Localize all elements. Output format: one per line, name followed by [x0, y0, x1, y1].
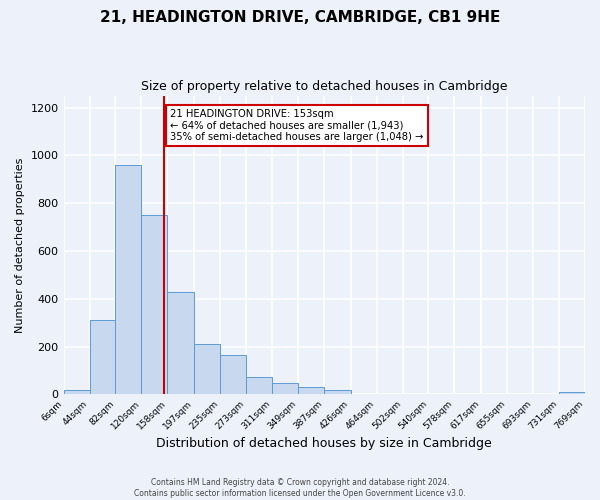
Y-axis label: Number of detached properties: Number of detached properties: [15, 158, 25, 332]
Bar: [89, 320, 115, 394]
Bar: [324, 390, 350, 394]
Bar: [298, 388, 324, 394]
Bar: [559, 392, 585, 394]
Text: 21, HEADINGTON DRIVE, CAMBRIDGE, CB1 9HE: 21, HEADINGTON DRIVE, CAMBRIDGE, CB1 9HE: [100, 10, 500, 25]
Text: Contains HM Land Registry data © Crown copyright and database right 2024.
Contai: Contains HM Land Registry data © Crown c…: [134, 478, 466, 498]
X-axis label: Distribution of detached houses by size in Cambridge: Distribution of detached houses by size …: [157, 437, 492, 450]
Bar: [194, 344, 220, 395]
Bar: [246, 376, 272, 394]
Text: 21 HEADINGTON DRIVE: 153sqm
← 64% of detached houses are smaller (1,943)
35% of : 21 HEADINGTON DRIVE: 153sqm ← 64% of det…: [170, 108, 424, 142]
Bar: [220, 355, 246, 395]
Bar: [167, 292, 194, 395]
Bar: [115, 165, 142, 394]
Bar: [64, 390, 89, 394]
Bar: [272, 383, 298, 394]
Bar: [142, 215, 167, 394]
Title: Size of property relative to detached houses in Cambridge: Size of property relative to detached ho…: [141, 80, 508, 93]
